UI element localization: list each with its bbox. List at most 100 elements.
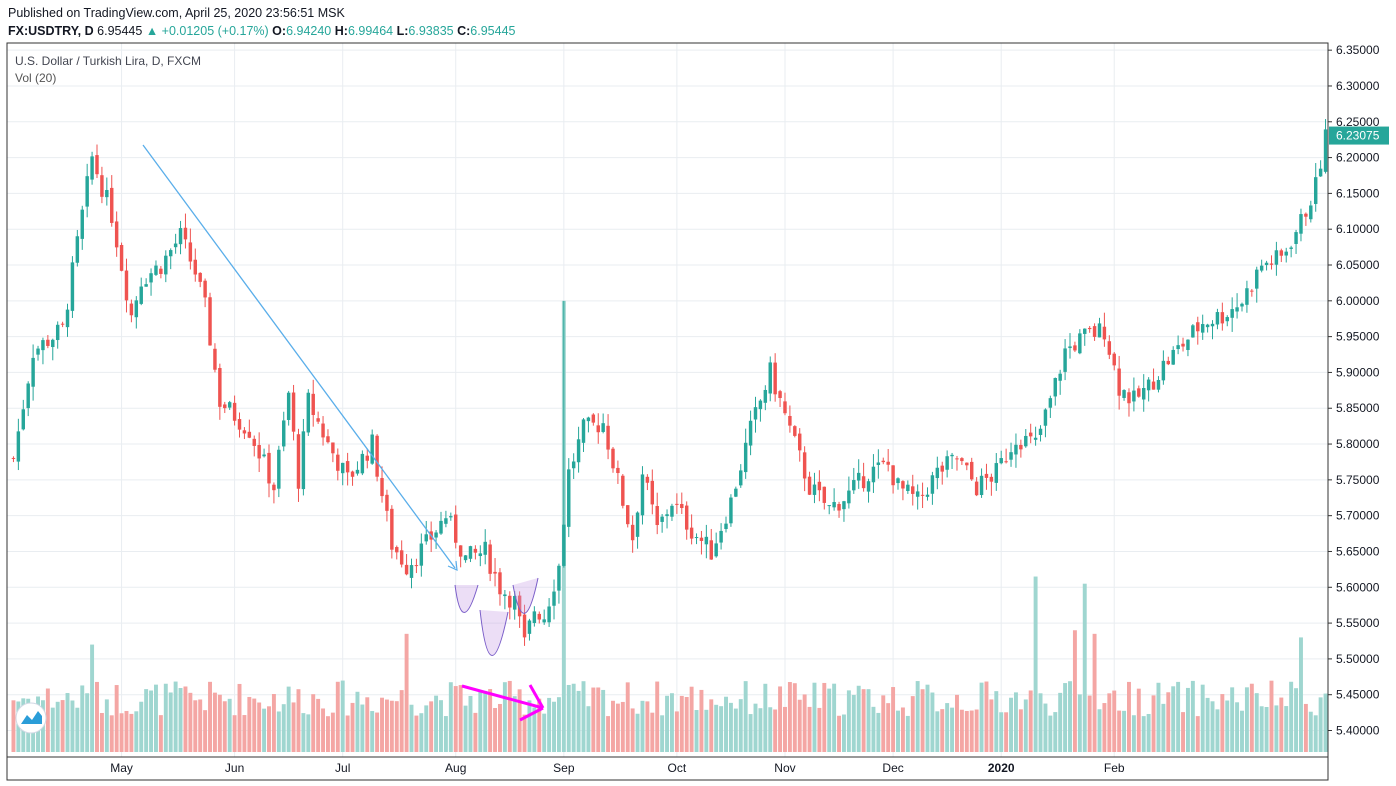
- volume-bar: [1274, 705, 1279, 752]
- candle-body: [680, 503, 684, 509]
- candle-body: [876, 462, 881, 465]
- volume-bar: [1235, 702, 1240, 752]
- volume-bar: [846, 690, 851, 752]
- volume-bar: [311, 694, 316, 752]
- candle-body: [1166, 360, 1171, 365]
- volume-bar: [1009, 697, 1014, 752]
- candle-body: [301, 431, 306, 490]
- volume-bar: [458, 685, 463, 752]
- pattern-ellipse: [512, 577, 539, 614]
- candle-body: [807, 476, 812, 495]
- published-line: Published on TradingView.com, April 25, …: [8, 6, 345, 20]
- volume-bar: [537, 698, 542, 752]
- volume-bar: [1112, 690, 1117, 752]
- volume-bar: [404, 633, 409, 752]
- candle-body: [1279, 250, 1284, 256]
- candle-body: [390, 508, 394, 550]
- candle-body: [1255, 269, 1259, 289]
- candle-body: [203, 280, 207, 298]
- volume-bar: [1210, 701, 1215, 752]
- volume-bar: [414, 715, 419, 752]
- volume-bar: [1107, 693, 1112, 752]
- volume-bar: [286, 686, 291, 752]
- volume-bar: [124, 710, 129, 752]
- volume-bar: [1289, 681, 1294, 752]
- x-tick-label: Oct: [668, 761, 687, 775]
- volume-bar: [709, 699, 714, 752]
- volume-bar: [375, 712, 380, 752]
- volume-bar: [1308, 711, 1313, 752]
- volume-bar: [217, 694, 222, 752]
- volume-bar: [556, 697, 561, 752]
- candle-body: [311, 393, 315, 416]
- volume-bar: [1127, 681, 1131, 752]
- candle-body: [763, 389, 768, 403]
- open-value: 6.94240: [286, 24, 332, 38]
- candle-body: [596, 425, 600, 433]
- volume-bar: [1200, 684, 1205, 752]
- volume-bar: [1195, 716, 1200, 752]
- volume-bar: [866, 689, 871, 752]
- candle-body: [345, 461, 350, 473]
- close-value: 6.95445: [470, 24, 516, 38]
- candle-body: [1191, 325, 1195, 338]
- volume-bar: [1141, 716, 1146, 752]
- y-tick-label: 6.30000: [1336, 79, 1380, 93]
- volume-bar: [1299, 637, 1303, 752]
- candle-body: [173, 243, 178, 248]
- volume-bar: [974, 709, 979, 752]
- volume-bar: [1018, 709, 1023, 752]
- candle-body: [1235, 307, 1239, 312]
- candle-body: [159, 268, 163, 274]
- last-price-tag: [1329, 126, 1389, 145]
- candle-body: [483, 541, 487, 555]
- volume-bar: [674, 711, 679, 752]
- volume-bar: [910, 696, 915, 752]
- candle-body: [272, 484, 276, 491]
- candle-body: [940, 465, 944, 472]
- legend-volume: Vol (20): [15, 71, 57, 85]
- candle-body: [1004, 461, 1008, 463]
- volume-bar: [552, 701, 556, 752]
- volume-bar: [1063, 683, 1068, 752]
- volume-bar: [443, 716, 448, 752]
- candle-body: [881, 460, 885, 463]
- candle-body: [739, 470, 743, 486]
- candle-body: [911, 486, 915, 494]
- volume-bar: [871, 706, 876, 752]
- volume-bar: [778, 686, 783, 752]
- volume-bar: [380, 697, 384, 752]
- volume-bar: [861, 689, 866, 752]
- volume-bar: [468, 695, 473, 752]
- x-tick-label: Nov: [774, 761, 795, 775]
- volume-arrowhead: [528, 684, 545, 709]
- candle-body: [1014, 444, 1018, 455]
- candle-body: [114, 221, 119, 248]
- volume-bar: [291, 702, 296, 752]
- candle-body: [798, 433, 802, 451]
- volume-bar: [817, 707, 822, 752]
- candle-body: [960, 458, 964, 462]
- candle-body: [1151, 381, 1156, 390]
- volume-bar: [1004, 712, 1009, 752]
- candle-body: [950, 454, 954, 457]
- candle-body: [409, 565, 414, 578]
- volume-bar: [689, 686, 694, 752]
- candle-body: [124, 270, 129, 301]
- volume-bar: [792, 683, 797, 752]
- volume-bar: [1318, 697, 1323, 752]
- volume-bar: [787, 682, 792, 752]
- candle-body: [267, 452, 271, 484]
- candle-body: [473, 548, 478, 553]
- candle-body: [434, 532, 438, 538]
- volume-bar: [158, 715, 163, 752]
- candle-body: [517, 595, 522, 617]
- candle-body: [748, 420, 753, 446]
- x-tick-label: 2020: [988, 761, 1015, 775]
- volume-bar: [281, 704, 286, 752]
- candle-body: [370, 434, 374, 464]
- volume-bar: [940, 709, 945, 752]
- volume-bar: [591, 687, 596, 752]
- volume-bar: [70, 700, 75, 752]
